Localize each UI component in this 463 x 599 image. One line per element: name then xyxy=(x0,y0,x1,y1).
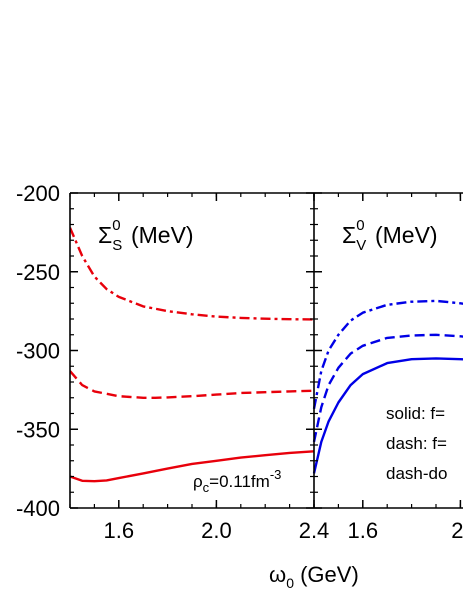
series-sigma-v-dash xyxy=(312,333,463,443)
panel-label-unit: (MeV) xyxy=(125,222,194,248)
annotation-rho: ρ xyxy=(193,472,203,491)
x-axis-label-symbol: ω xyxy=(269,562,286,587)
x-axis-label-subscript: 0 xyxy=(286,575,294,591)
y-tick-label: -300 xyxy=(16,339,60,364)
series-sigma-v-dash-dot xyxy=(312,299,463,410)
density-annotation: ρc=0.11fm-3 xyxy=(193,467,281,495)
x-tick-label: 2.4 xyxy=(299,518,330,543)
panel-label-unit: (MeV) xyxy=(369,222,438,248)
panel-label-symbol: Σ xyxy=(342,222,356,248)
x-tick-label: 2. xyxy=(451,518,463,543)
y-tick-label: -250 xyxy=(16,260,60,285)
annotation-exponent: -3 xyxy=(270,467,282,482)
annotation-rho-subscript: c xyxy=(203,480,210,495)
series-sigma-s-dash xyxy=(70,370,315,399)
series-sigma-v-solid xyxy=(312,357,463,474)
annotation-value: =0.11fm xyxy=(209,472,270,491)
axes xyxy=(69,192,463,509)
panel-label-subscript: V xyxy=(356,237,366,254)
x-axis-label: ω0 (GeV) xyxy=(269,562,359,591)
panel-label-symbol: Σ xyxy=(98,222,112,248)
panel-label-superscript: 0 xyxy=(356,217,364,234)
plot-area xyxy=(70,227,463,483)
x-axis-label-unit: (GeV) xyxy=(294,562,359,587)
panel-label-subscript: S xyxy=(112,237,122,254)
panel-label: ΣV 0 (MeV) xyxy=(342,217,438,254)
legend-entry: solid: f= xyxy=(386,404,445,423)
panel-label: ΣS 0 (MeV) xyxy=(98,217,194,254)
legend-entry: dash-do xyxy=(386,464,447,483)
y-tick-label: -350 xyxy=(16,417,60,442)
x-tick-label: 2.0 xyxy=(201,518,232,543)
series-sigma-s-solid xyxy=(70,450,315,483)
y-tick-label: -200 xyxy=(16,181,60,206)
y-tick-label: -400 xyxy=(16,496,60,521)
x-tick-label: 1.6 xyxy=(104,518,135,543)
panel-label-superscript: 0 xyxy=(112,217,120,234)
series-sigma-s-dash-dot xyxy=(70,227,315,321)
x-tick-label: 1.6 xyxy=(348,518,379,543)
legend-entry: dash: f= xyxy=(386,434,447,453)
